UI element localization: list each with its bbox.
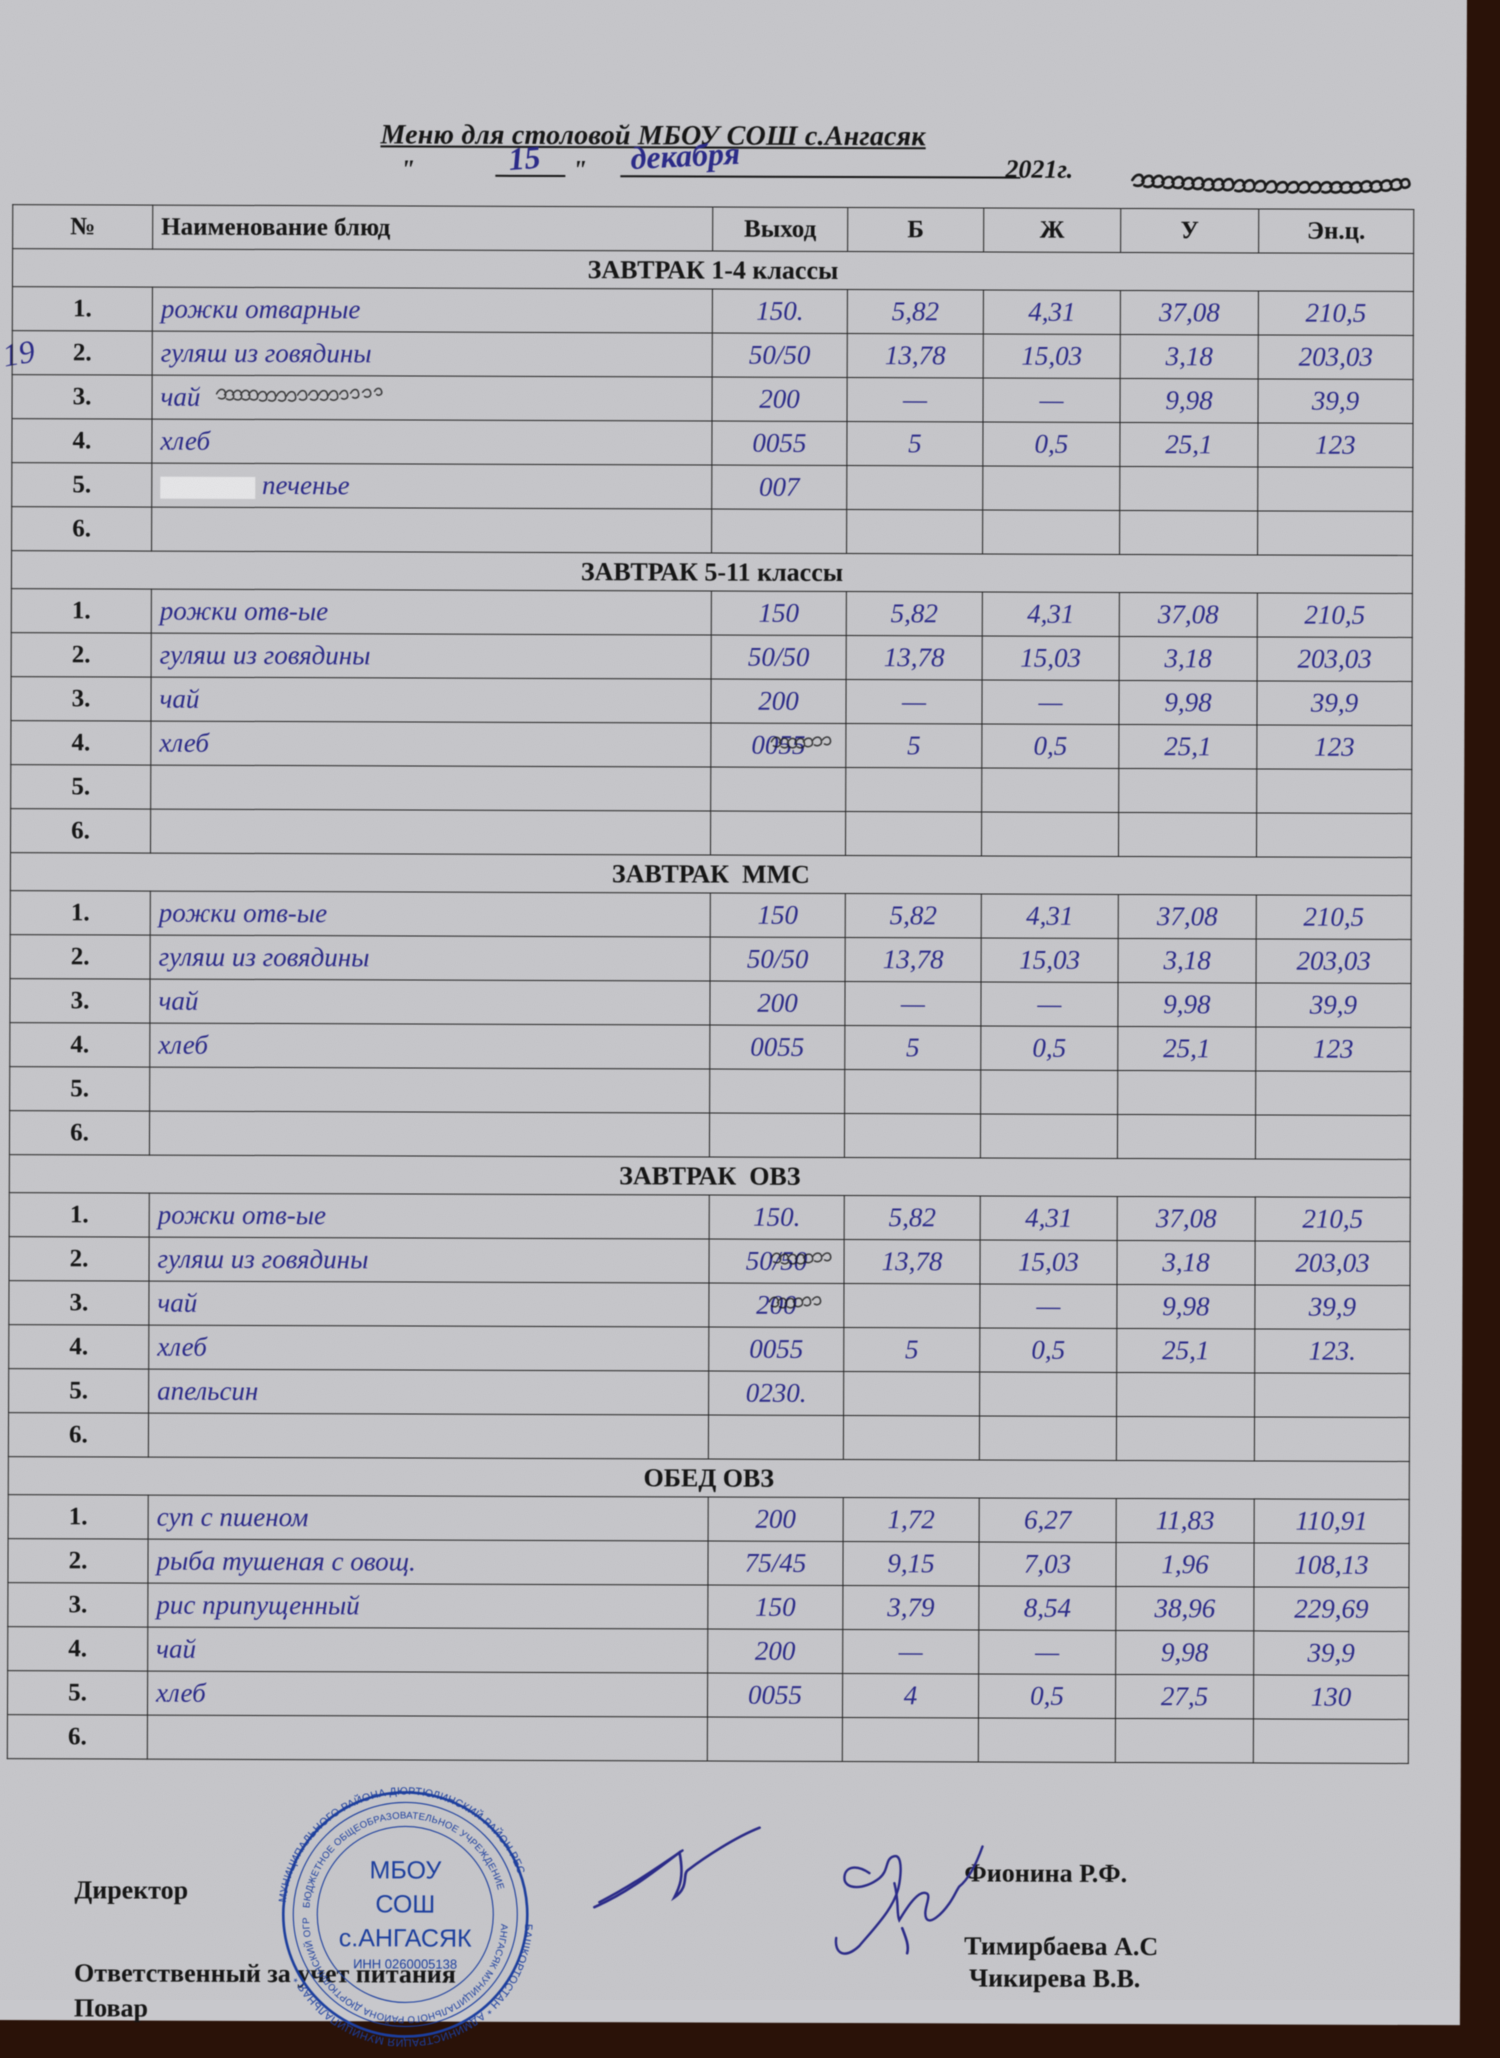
svg-text:ИНН 0260005138: ИНН 0260005138 — [353, 1956, 457, 1971]
svg-text:СОШ: СОШ — [375, 1890, 435, 1918]
svg-text:МБОУ: МБОУ — [370, 1856, 442, 1884]
svg-text:с.АНГАСЯК: с.АНГАСЯК — [339, 1924, 472, 1952]
